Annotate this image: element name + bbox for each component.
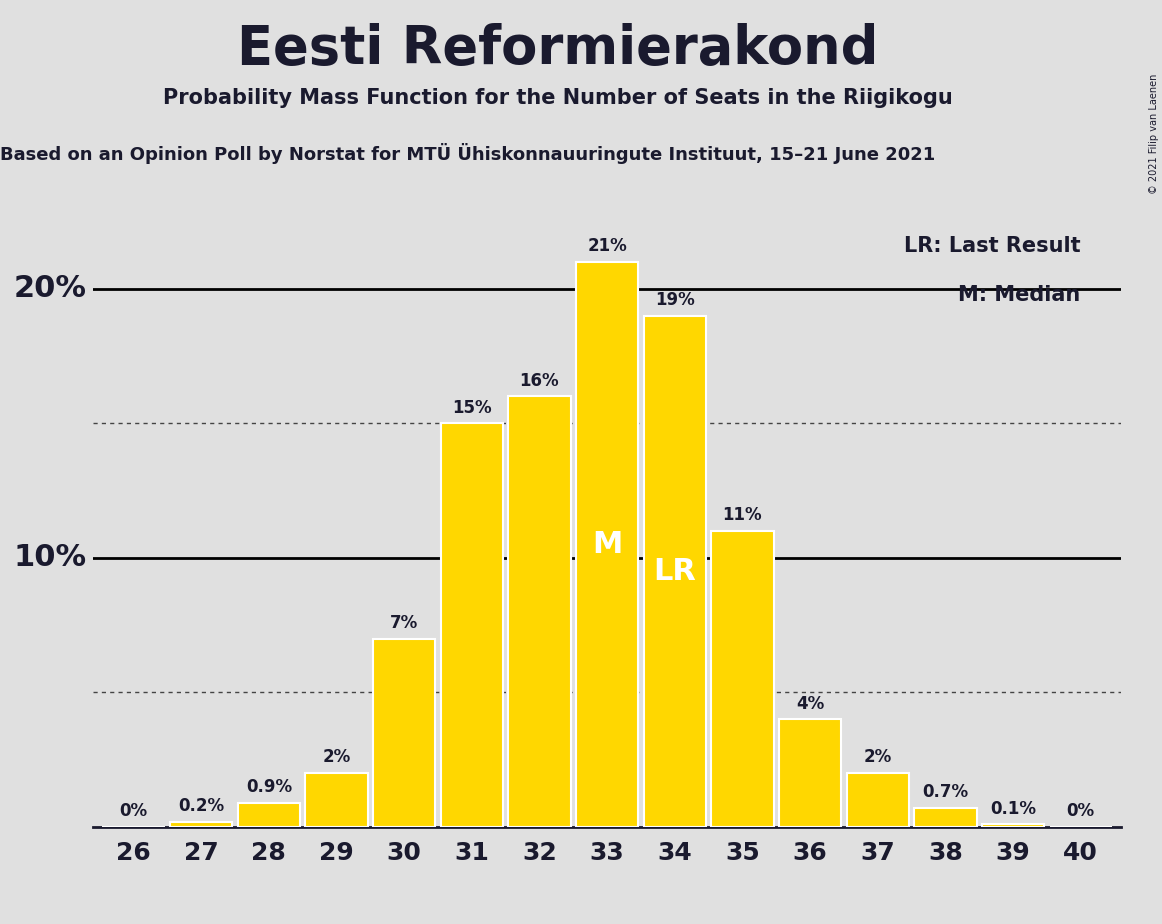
Text: 0.9%: 0.9% bbox=[246, 778, 292, 796]
Text: Based on an Opinion Poll by Norstat for MTÜ Ühiskonnauuringute Instituut, 15–21 : Based on an Opinion Poll by Norstat for … bbox=[0, 143, 935, 164]
Text: LR: Last Result: LR: Last Result bbox=[904, 236, 1081, 256]
Text: 0%: 0% bbox=[120, 802, 148, 821]
Text: 16%: 16% bbox=[519, 371, 559, 390]
Text: 21%: 21% bbox=[587, 237, 627, 255]
Text: © 2021 Filip van Laenen: © 2021 Filip van Laenen bbox=[1149, 74, 1159, 194]
Bar bbox=[170, 821, 232, 827]
Bar bbox=[779, 719, 841, 827]
Text: M: Median: M: Median bbox=[959, 286, 1081, 305]
Bar bbox=[576, 261, 638, 827]
Text: 2%: 2% bbox=[322, 748, 351, 766]
Bar bbox=[711, 531, 774, 827]
Text: 15%: 15% bbox=[452, 398, 492, 417]
Bar bbox=[440, 423, 503, 827]
Bar bbox=[373, 638, 436, 827]
Text: M: M bbox=[591, 529, 623, 559]
Bar bbox=[847, 773, 909, 827]
Text: Probability Mass Function for the Number of Seats in the Riigikogu: Probability Mass Function for the Number… bbox=[163, 88, 953, 108]
Text: 19%: 19% bbox=[655, 291, 695, 309]
Bar bbox=[644, 316, 706, 827]
Text: 0.1%: 0.1% bbox=[990, 799, 1037, 818]
Text: 0%: 0% bbox=[1067, 802, 1095, 821]
Text: LR: LR bbox=[653, 557, 696, 586]
Text: 2%: 2% bbox=[863, 748, 892, 766]
Text: 4%: 4% bbox=[796, 695, 824, 712]
Bar bbox=[306, 773, 367, 827]
Text: 11%: 11% bbox=[723, 506, 762, 524]
Text: 20%: 20% bbox=[13, 274, 86, 303]
Text: Eesti Reformierakond: Eesti Reformierakond bbox=[237, 23, 878, 75]
Text: 0.7%: 0.7% bbox=[923, 784, 968, 801]
Text: 0.2%: 0.2% bbox=[178, 796, 224, 815]
Text: 7%: 7% bbox=[390, 614, 418, 632]
Bar bbox=[508, 396, 571, 827]
Bar bbox=[914, 808, 976, 827]
Bar bbox=[982, 824, 1045, 827]
Bar bbox=[238, 803, 300, 827]
Text: 10%: 10% bbox=[13, 543, 86, 572]
